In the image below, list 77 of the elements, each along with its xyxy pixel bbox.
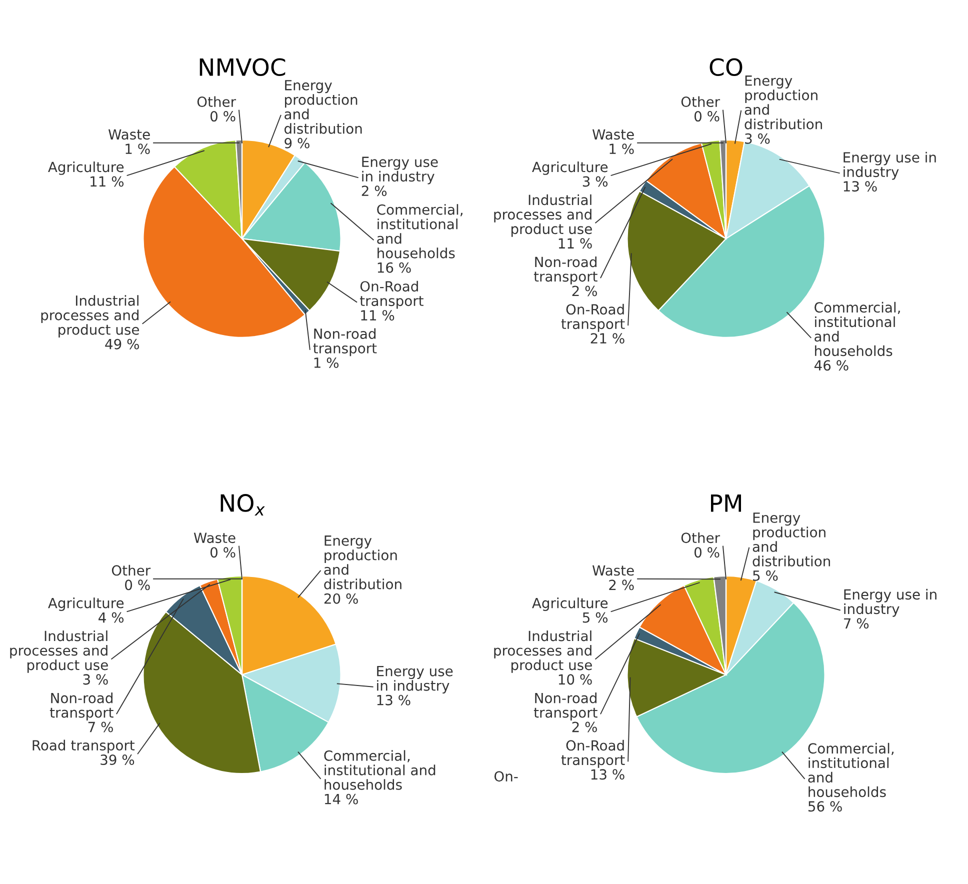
- slice-label: Road transport: [32, 740, 135, 754]
- slice-label: Agriculture: [48, 161, 124, 175]
- text: 0 %: [210, 111, 236, 122]
- text: On-: [494, 771, 518, 782]
- slice-label: On-Road transport: [360, 280, 424, 309]
- slice-label: Commercial, institutional and households: [814, 302, 900, 356]
- data-label: 3 %: [83, 674, 108, 685]
- text: 0 %: [694, 547, 720, 558]
- category-label: Other: [112, 564, 151, 576]
- data-label: 9 %: [284, 138, 310, 148]
- slice-label: Industrial processes and product use: [494, 630, 592, 673]
- slice-label: On-Road transport: [561, 304, 625, 332]
- data-label: 21 %: [590, 333, 624, 344]
- data-label: 56 %: [808, 801, 842, 812]
- slice-label: Agriculture: [48, 598, 124, 611]
- data-label: 2 %: [362, 186, 387, 196]
- data-label: 13 %: [591, 769, 624, 780]
- category-label: Waste: [194, 532, 236, 544]
- data-label: 5 %: [582, 612, 608, 623]
- slice-label: On-Road transport: [561, 740, 625, 768]
- data-label: 7 %: [844, 618, 869, 629]
- chart-title: CO: [710, 58, 742, 76]
- data-label: 13 %: [377, 694, 410, 706]
- slice-label: Energy production and distribution: [744, 76, 822, 130]
- data-label: 39 %: [100, 754, 134, 766]
- slice-label: Agriculture: [532, 598, 608, 611]
- data-label: 11 %: [558, 238, 592, 249]
- slice-label: Waste: [592, 129, 634, 140]
- slice-label: Waste: [108, 129, 150, 140]
- data-label: 3 %: [582, 176, 608, 187]
- data-label: 11 %: [361, 310, 394, 321]
- chart-title: PM: [711, 494, 741, 512]
- slice-label: Non-road transport: [313, 328, 377, 356]
- slice-label: Commercial, institutional and households: [324, 750, 436, 790]
- data-label: 20 %: [324, 593, 358, 604]
- slice-label: Non-road transport: [534, 692, 598, 720]
- data-label: 2 %: [572, 722, 597, 732]
- data-label: 4 %: [98, 612, 124, 623]
- slice-label: Energy production and distribution: [284, 80, 362, 134]
- slice-label: Energy production and distribution: [752, 512, 830, 566]
- data-label: 3 %: [745, 133, 770, 144]
- slice-label: Non-road transport: [50, 692, 114, 720]
- data-label: 5 %: [753, 570, 778, 581]
- slice-label: Non-road transport: [534, 256, 598, 284]
- slice-label: Waste: [592, 565, 634, 576]
- slice-label: Commercial, institutional and households: [808, 742, 894, 798]
- data-label: 49 %: [105, 338, 139, 350]
- slice-label: Energy use in industry: [844, 152, 936, 180]
- text: 0 %: [210, 547, 236, 558]
- data-label: 14 %: [324, 794, 358, 804]
- data-label: 1 %: [314, 357, 339, 368]
- slice-label: Energy production and distribution: [324, 536, 402, 590]
- data-label: 11 %: [90, 176, 124, 187]
- slice-label: Energy use in industry: [362, 156, 438, 184]
- slice-label: Energy use in industry: [377, 666, 453, 694]
- slice-label: Agriculture: [532, 161, 608, 175]
- data-label: 16 %: [378, 262, 411, 273]
- chart-title: NO$_{x}$: [220, 494, 265, 516]
- category-label: Other: [681, 96, 720, 108]
- data-label: 2 %: [572, 286, 597, 296]
- data-label: 13 %: [844, 181, 877, 192]
- category-label: Other: [197, 96, 236, 108]
- text: 0 %: [125, 580, 150, 590]
- slice-label: Commercial, institutional and households: [377, 204, 462, 258]
- chart-title: NMVOC: [200, 58, 286, 76]
- slice-label: Industrial processes and product use: [494, 194, 592, 237]
- text: 0 %: [694, 111, 720, 122]
- data-label: 1 %: [126, 144, 150, 154]
- data-label: 1 %: [610, 144, 634, 154]
- data-label: 7 %: [88, 722, 113, 732]
- slice-label: Energy use in industry: [844, 588, 936, 617]
- data-label: 10 %: [558, 674, 592, 685]
- category-label: Other: [681, 532, 720, 544]
- data-label: 46 %: [814, 360, 848, 371]
- slice-label: Industrial processes and product use: [41, 295, 140, 338]
- data-label: 2 %: [609, 580, 634, 590]
- slice-label: Industrial processes and product use: [10, 630, 108, 673]
